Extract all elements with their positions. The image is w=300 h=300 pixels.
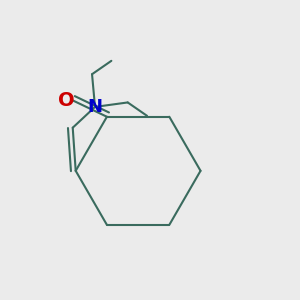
Text: N: N <box>88 98 103 116</box>
Text: O: O <box>58 91 74 110</box>
